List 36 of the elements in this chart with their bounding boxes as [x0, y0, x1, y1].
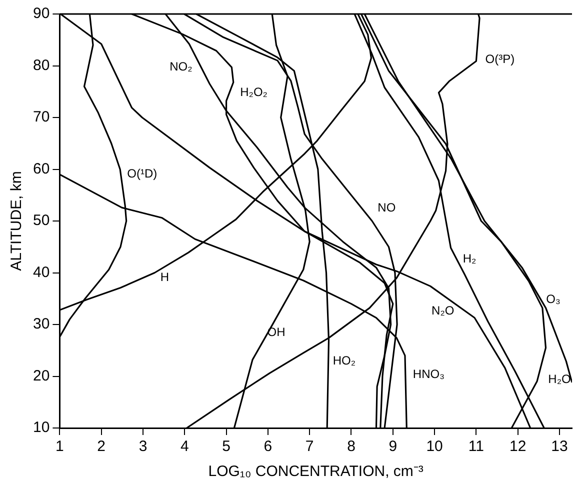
- y-tick-label: 90: [32, 5, 50, 22]
- series-label: HNO₃: [412, 367, 445, 382]
- series-label: N₂O: [432, 303, 454, 318]
- y-tick-label: 80: [32, 56, 50, 74]
- y-tick-label: 50: [32, 212, 50, 230]
- x-tick-label: 1: [56, 438, 64, 456]
- series-label: NO₂: [170, 60, 193, 74]
- y-tick-label: 10: [32, 419, 50, 436]
- series-label: H₂O₂: [240, 84, 268, 99]
- y-tick-label: 70: [32, 108, 50, 126]
- x-tick-label: 8: [347, 438, 356, 456]
- series-label: H₂O: [548, 372, 571, 386]
- series-label: H₂: [462, 252, 477, 266]
- x-tick-label: 5: [222, 438, 230, 456]
- y-tick-label: 60: [32, 160, 50, 178]
- x-tick-label: 9: [388, 438, 398, 456]
- y-tick-label: 30: [32, 316, 50, 333]
- y-tick-label: 20: [32, 367, 50, 384]
- x-tick-label: 7: [305, 438, 314, 456]
- x-axis-title: LOG₁₀ CONCENTRATION, cm⁻³: [208, 463, 424, 480]
- series-label: H: [160, 270, 169, 284]
- series-label: O₃: [546, 292, 560, 306]
- series-label: O(³P): [485, 52, 515, 66]
- x-tick-label: 12: [510, 438, 526, 456]
- x-tick-label: 3: [138, 438, 148, 456]
- y-tick-label: 40: [32, 264, 50, 281]
- x-tick-label: 11: [468, 438, 484, 456]
- x-tick-label: 10: [426, 438, 443, 456]
- x-tick-label: 13: [551, 438, 568, 456]
- x-tick-label: 6: [264, 438, 272, 456]
- series-label: HO₂: [332, 354, 356, 368]
- series-label: NO: [378, 200, 396, 214]
- series-label: O(¹D): [127, 166, 158, 181]
- y-axis-title: ALTITUDE, km: [8, 171, 26, 271]
- x-tick-label: 2: [97, 438, 106, 456]
- x-tick-label: 4: [180, 438, 189, 456]
